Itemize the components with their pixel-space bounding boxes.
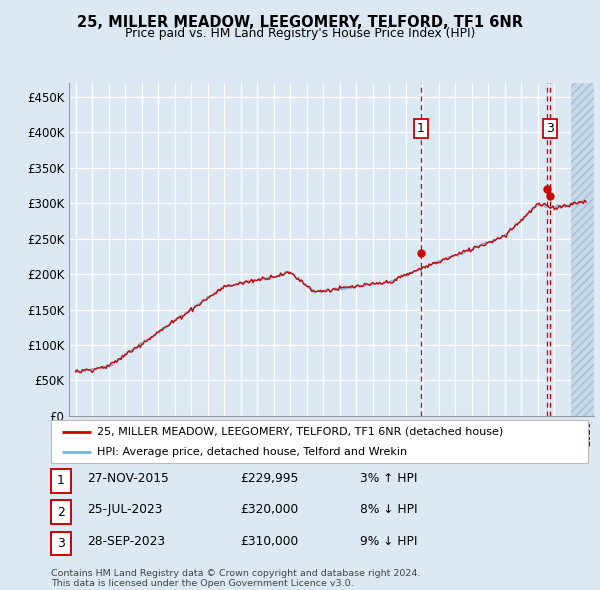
Text: 25, MILLER MEADOW, LEEGOMERY, TELFORD, TF1 6NR: 25, MILLER MEADOW, LEEGOMERY, TELFORD, T… (77, 15, 523, 30)
Text: 3: 3 (547, 122, 554, 135)
Text: 2: 2 (57, 506, 65, 519)
Text: Contains HM Land Registry data © Crown copyright and database right 2024.
This d: Contains HM Land Registry data © Crown c… (51, 569, 421, 588)
Text: £229,995: £229,995 (240, 472, 298, 485)
Text: Price paid vs. HM Land Registry's House Price Index (HPI): Price paid vs. HM Land Registry's House … (125, 27, 475, 40)
Text: 25, MILLER MEADOW, LEEGOMERY, TELFORD, TF1 6NR (detached house): 25, MILLER MEADOW, LEEGOMERY, TELFORD, T… (97, 427, 503, 437)
Text: £320,000: £320,000 (240, 503, 298, 516)
Text: 1: 1 (417, 122, 425, 135)
Text: 1: 1 (57, 474, 65, 487)
Bar (571, 83, 598, 416)
Text: HPI: Average price, detached house, Telford and Wrekin: HPI: Average price, detached house, Telf… (97, 447, 407, 457)
Text: 8% ↓ HPI: 8% ↓ HPI (360, 503, 418, 516)
Text: 9% ↓ HPI: 9% ↓ HPI (360, 535, 418, 548)
Text: 3: 3 (57, 537, 65, 550)
Text: 3% ↑ HPI: 3% ↑ HPI (360, 472, 418, 485)
Text: 25-JUL-2023: 25-JUL-2023 (87, 503, 163, 516)
Text: £310,000: £310,000 (240, 535, 298, 548)
Text: 28-SEP-2023: 28-SEP-2023 (87, 535, 165, 548)
Text: 27-NOV-2015: 27-NOV-2015 (87, 472, 169, 485)
